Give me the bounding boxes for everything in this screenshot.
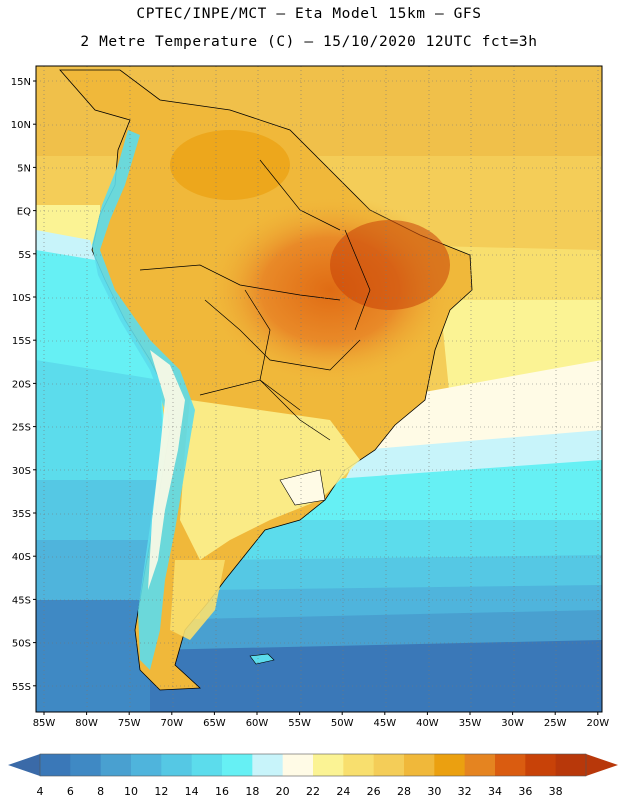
andes-cold-strip (92, 130, 195, 670)
lat-label: 30S (12, 466, 31, 477)
colorbar-swatch (191, 754, 223, 776)
lat-label: 10S (12, 293, 31, 304)
title-line-1: CPTEC/INPE/MCT – Eta Model 15km – GFS (136, 6, 482, 22)
lon-label: 40W (416, 718, 439, 729)
colorbar-swatch (222, 754, 253, 776)
lat-label: 35S (12, 509, 31, 520)
colorbar-label: 36 (518, 785, 532, 798)
lon-label: 25W (544, 718, 567, 729)
uruguay-region (279, 469, 326, 506)
colorbar-label: 16 (215, 785, 229, 798)
colorbar-label: 4 (37, 785, 44, 798)
lon-label: 85W (33, 718, 56, 729)
falkland-islands (249, 653, 275, 665)
colorbar-label: 12 (154, 785, 168, 798)
lon-label: 65W (203, 718, 226, 729)
colorbar-label: 32 (458, 785, 472, 798)
lat-label: 15N (11, 77, 31, 88)
lat-label: EQ (17, 207, 31, 218)
colorbar-swatch (495, 754, 526, 776)
ocean-band-atl-6 (150, 640, 602, 712)
lat-label: 5N (17, 163, 31, 174)
lat-label: 50S (12, 639, 31, 650)
colorbar-swatch (161, 754, 193, 776)
temperate-south-region (180, 400, 360, 560)
longitude-labels: 85W 80W 75W 70W 65W 60W 55W 50W 45W 40W 35W 30W 25W 2… (33, 712, 609, 729)
ocean-band-pacific-10 (36, 540, 150, 600)
colorbar-swatch (131, 754, 162, 776)
ocean-band-atl-22 (440, 300, 602, 400)
latitude-labels: 15N 10N 5N EQ 5S 10S 15S 20S 25S 30S 35S 40S 45S 50S 5… (11, 77, 36, 693)
lat-label: 5S (18, 250, 31, 261)
hot-north-region (170, 130, 290, 200)
map-frame (35, 65, 603, 713)
colorbar (8, 753, 618, 777)
lon-label: 80W (75, 718, 98, 729)
hottest-northeast-region (330, 220, 450, 310)
lon-label: 70W (160, 718, 183, 729)
colorbar-label: 8 (97, 785, 104, 798)
patagonia-region (170, 560, 225, 640)
colorbar-label: 24 (336, 785, 350, 798)
title-line-2: 2 Metre Temperature (C) – 15/10/2020 12U… (80, 34, 538, 50)
lat-label: 40S (12, 552, 31, 563)
ocean-band-pacific-12 (36, 480, 160, 540)
colorbar-swatch (525, 754, 557, 776)
lon-label: 75W (118, 718, 141, 729)
lat-label: 10N (11, 120, 31, 131)
colorbar-swatch (70, 754, 102, 776)
lon-label: 50W (331, 718, 354, 729)
lat-label: 20S (12, 379, 31, 390)
lon-label: 30W (501, 718, 524, 729)
colorbar-swatch (404, 754, 435, 776)
colorbar-label: 26 (367, 785, 381, 798)
lon-label: 35W (459, 718, 482, 729)
colorbar-swatch (343, 754, 375, 776)
colorbar-label: 20 (276, 785, 290, 798)
colorbar-swatch (434, 754, 466, 776)
colorbar-swatch (555, 754, 587, 776)
colorbar-swatch (464, 754, 496, 776)
colorbar-left-arrow (8, 754, 40, 776)
lat-label: 25S (12, 423, 31, 434)
andes-foothills (148, 350, 185, 590)
colorbar-label: 6 (67, 785, 74, 798)
colorbar-label: 30 (427, 785, 441, 798)
colorbar-swatch (100, 754, 132, 776)
lat-label: 55S (12, 682, 31, 693)
colorbar-labels: 4 6 8 10 12 14 16 18 20 22 24 26 28 30 32 34 36 38 (37, 785, 563, 798)
lon-label: 60W (246, 718, 269, 729)
colorbar-swatch (40, 754, 71, 776)
colorbar-label: 38 (549, 785, 563, 798)
ocean-band-pacific-6 (36, 600, 150, 712)
colorbar-swatch (282, 754, 314, 776)
colorbar-swatch (373, 754, 405, 776)
colorbar-frame (39, 753, 587, 777)
colorbar-label: 10 (124, 785, 138, 798)
lat-label: 45S (12, 595, 31, 606)
lon-label: 20W (586, 718, 609, 729)
colorbar-swatch (252, 754, 284, 776)
political-borders (139, 159, 371, 441)
lat-label: 15S (12, 336, 31, 347)
colorbar-label: 34 (488, 785, 502, 798)
ocean-band-atl-16 (290, 460, 602, 530)
lon-label: 55W (288, 718, 311, 729)
map-field (36, 66, 602, 712)
colorbar-label: 14 (185, 785, 199, 798)
colorbar-swatch (313, 754, 344, 776)
colorbar-label: 28 (397, 785, 411, 798)
ocean-band-pacific-14 (36, 360, 165, 480)
lon-label: 45W (373, 718, 396, 729)
colorbar-label: 22 (306, 785, 320, 798)
colorbar-right-arrow (586, 754, 618, 776)
colorbar-label: 18 (245, 785, 259, 798)
